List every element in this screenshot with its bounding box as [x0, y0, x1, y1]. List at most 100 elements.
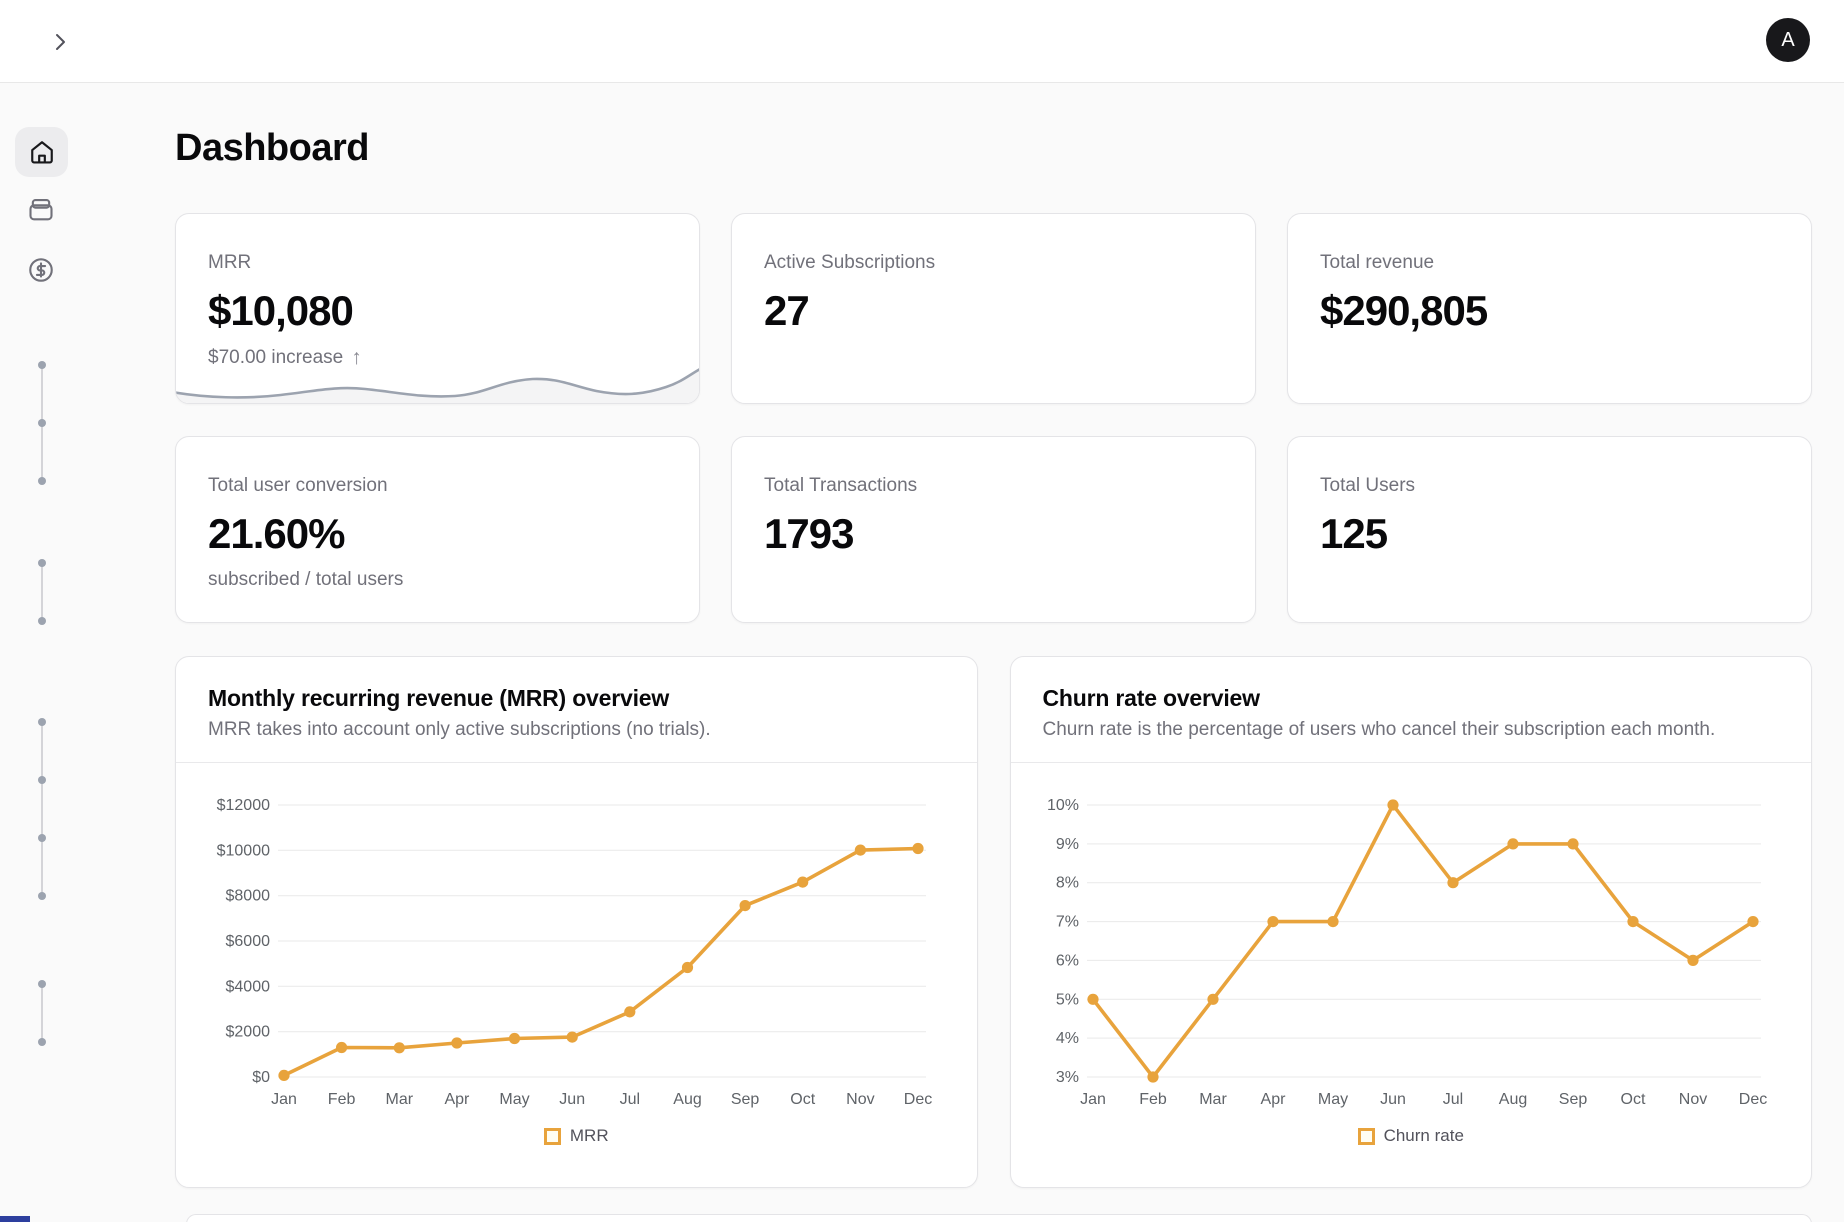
- skeleton-dot: [38, 776, 46, 784]
- stat-value: 125: [1320, 510, 1388, 557]
- wallet-icon: [27, 196, 55, 224]
- svg-text:Aug: Aug: [673, 1091, 701, 1108]
- chart-header: Monthly recurring revenue (MRR) overview…: [176, 657, 977, 763]
- stat-value: 1793: [764, 510, 854, 557]
- top-bar: A: [0, 0, 1844, 83]
- skeleton-dot: [38, 834, 46, 842]
- svg-text:3%: 3%: [1055, 1069, 1078, 1086]
- stat-label: Active Subscriptions: [764, 252, 936, 273]
- svg-text:Oct: Oct: [790, 1091, 815, 1108]
- stat-label: Total Users: [1320, 475, 1416, 496]
- legend-swatch: [1357, 1127, 1375, 1145]
- svg-text:Dec: Dec: [904, 1091, 932, 1108]
- stat-value: $290,805: [1320, 287, 1488, 334]
- increase-text: $70.00 increase: [208, 347, 344, 368]
- svg-text:Nov: Nov: [1678, 1091, 1706, 1108]
- svg-text:Dec: Dec: [1738, 1091, 1766, 1108]
- avatar-initial: A: [1781, 28, 1795, 51]
- legend-label: MRR: [569, 1126, 609, 1145]
- chart-body: $0 $2000 $4000 $6000 $8000 $10000 $12000 Jan Feb…: [176, 763, 977, 1146]
- sidebar-item-home[interactable]: [15, 127, 68, 177]
- mrr-legend-item[interactable]: MRR: [208, 1126, 945, 1146]
- sidebar-skeleton-group-1: [38, 361, 46, 485]
- svg-text:Mar: Mar: [1199, 1091, 1227, 1108]
- svg-text:$0: $0: [252, 1069, 270, 1086]
- svg-text:7%: 7%: [1055, 914, 1078, 931]
- svg-text:6%: 6%: [1055, 952, 1078, 969]
- skeleton-dot: [38, 617, 46, 625]
- skeleton-dot: [38, 361, 46, 369]
- svg-text:$8000: $8000: [226, 888, 271, 905]
- sidebar-skeleton-group-4: [38, 980, 46, 1046]
- svg-text:Jun: Jun: [559, 1091, 585, 1108]
- sidebar-toggle-button[interactable]: [42, 24, 78, 60]
- mrr-sparkline: [176, 368, 699, 403]
- svg-text:Jul: Jul: [1442, 1091, 1462, 1108]
- svg-text:Nov: Nov: [846, 1091, 874, 1108]
- stat-label: MRR: [208, 252, 252, 273]
- sidebar-skeleton-group-2: [38, 559, 46, 625]
- svg-text:Jan: Jan: [271, 1091, 297, 1108]
- chart-subtitle: MRR takes into account only active subsc…: [208, 719, 711, 740]
- stat-card-user-conversion: Total user conversion 21.60% subscribed …: [175, 436, 700, 623]
- svg-text:May: May: [1317, 1091, 1347, 1108]
- svg-text:$6000: $6000: [226, 933, 271, 950]
- svg-text:Jul: Jul: [620, 1091, 640, 1108]
- svg-text:Jan: Jan: [1080, 1091, 1106, 1108]
- svg-text:Sep: Sep: [731, 1091, 760, 1108]
- svg-text:Apr: Apr: [1260, 1091, 1286, 1108]
- skeleton-dot: [38, 419, 46, 427]
- svg-text:Sep: Sep: [1558, 1091, 1587, 1108]
- stat-card-total-users: Total Users 125: [1287, 436, 1812, 623]
- chart-body: 3% 4% 5% 6% 7% 8% 9% 10% Jan Feb Mar Apr May Jun Jul Au…: [1011, 763, 1812, 1146]
- home-icon: [29, 139, 55, 165]
- main-content: Dashboard MRR $10,080 $70.00 increase ↑ …: [175, 83, 1812, 1188]
- charts-grid: Monthly recurring revenue (MRR) overview…: [175, 656, 1812, 1188]
- stat-value: 21.60%: [208, 510, 345, 557]
- mrr-line-chart: $0 $2000 $4000 $6000 $8000 $10000 $12000 Jan Feb…: [217, 797, 933, 1108]
- svg-text:$4000: $4000: [226, 978, 271, 995]
- svg-text:$10000: $10000: [217, 842, 270, 859]
- svg-text:Mar: Mar: [386, 1091, 414, 1108]
- stat-value: $10,080: [208, 287, 354, 334]
- stat-label: Total user conversion: [208, 475, 388, 496]
- dollar-circle-icon: [27, 256, 55, 284]
- skeleton-dot: [38, 980, 46, 988]
- stat-card-total-transactions: Total Transactions 1793: [731, 436, 1256, 623]
- sidebar-item-payments[interactable]: [21, 190, 61, 230]
- sidebar-item-revenue[interactable]: [21, 250, 61, 290]
- stat-card-mrr: MRR $10,080 $70.00 increase ↑: [175, 213, 700, 404]
- stats-grid: MRR $10,080 $70.00 increase ↑ Active Sub…: [175, 213, 1812, 623]
- mrr-chart-card: Monthly recurring revenue (MRR) overview…: [175, 656, 978, 1188]
- churn-legend-item[interactable]: Churn rate: [1043, 1126, 1780, 1146]
- svg-text:5%: 5%: [1055, 991, 1078, 1008]
- chart-title: Churn rate overview: [1042, 685, 1261, 711]
- skeleton-dot: [38, 1038, 46, 1046]
- next-section-card-peek: [186, 1214, 1812, 1222]
- chart-header: Churn rate overview Churn rate is the pe…: [1010, 657, 1811, 763]
- svg-text:Feb: Feb: [1139, 1091, 1167, 1108]
- svg-text:Apr: Apr: [444, 1091, 470, 1108]
- svg-text:Feb: Feb: [328, 1091, 356, 1108]
- svg-text:Aug: Aug: [1498, 1091, 1526, 1108]
- skeleton-dot: [38, 477, 46, 485]
- stat-card-total-revenue: Total revenue $290,805: [1287, 213, 1812, 404]
- chart-title: Monthly recurring revenue (MRR) overview: [208, 685, 670, 711]
- svg-text:$2000: $2000: [226, 1024, 271, 1041]
- svg-text:Oct: Oct: [1620, 1091, 1645, 1108]
- legend-swatch: [543, 1127, 561, 1145]
- sidebar-skeleton-group-3: [38, 718, 46, 900]
- avatar[interactable]: A: [1766, 18, 1810, 62]
- chevron-right-icon: [48, 30, 72, 54]
- skeleton-dot: [38, 892, 46, 900]
- svg-text:9%: 9%: [1055, 836, 1078, 853]
- page-title: Dashboard: [175, 127, 369, 169]
- skeleton-dot: [38, 718, 46, 726]
- stat-value: 27: [764, 287, 810, 334]
- svg-text:10%: 10%: [1046, 797, 1078, 814]
- bottom-left-artifact: [0, 1216, 30, 1222]
- stat-label: Total Transactions: [764, 475, 918, 496]
- stat-subtext: $70.00 increase ↑: [208, 346, 667, 370]
- stat-card-active-subscriptions: Active Subscriptions 27: [731, 213, 1256, 404]
- stat-label: Total revenue: [1320, 252, 1435, 273]
